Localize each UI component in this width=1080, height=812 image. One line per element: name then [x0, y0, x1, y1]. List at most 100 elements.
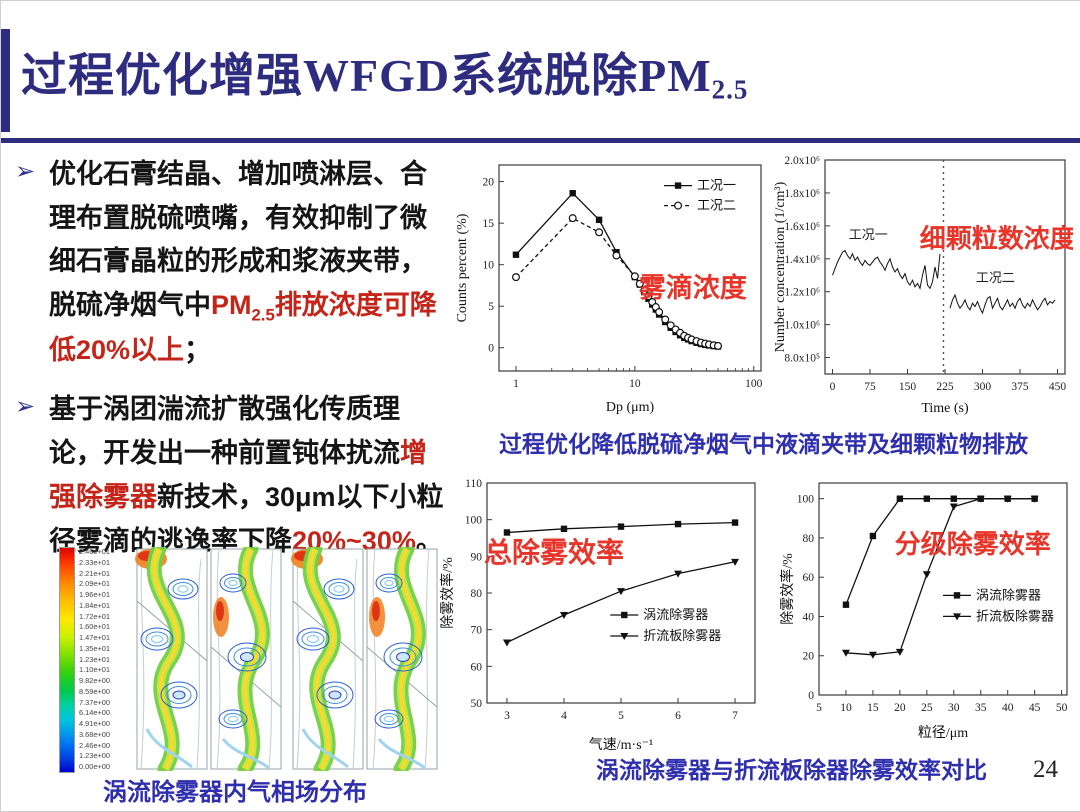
colorbar-tick-label: 7.37e+00 — [79, 697, 111, 707]
svg-text:Dp (μm): Dp (μm) — [606, 400, 655, 415]
svg-text:6: 6 — [675, 710, 681, 722]
svg-text:300: 300 — [974, 381, 992, 393]
cfd-flow-field-block: 2.46e+01 2.33e+01 2.21e+01 2.09e+01 1.96e+01… — [59, 547, 441, 773]
svg-text:除雾效率/%: 除雾效率/% — [439, 557, 456, 629]
svg-text:0: 0 — [830, 381, 836, 393]
svg-text:0: 0 — [488, 343, 494, 355]
title-accent-bar — [1, 29, 10, 132]
svg-text:110: 110 — [465, 478, 482, 490]
svg-text:20: 20 — [803, 651, 815, 663]
colorbar-tick-label: 1.10e+01 — [79, 665, 111, 675]
svg-text:5: 5 — [816, 702, 822, 714]
svg-text:100: 100 — [797, 494, 815, 506]
svg-text:40: 40 — [803, 611, 815, 623]
svg-text:7: 7 — [732, 710, 738, 722]
colorbar-tick-label: 0.00e+00 — [79, 762, 111, 771]
svg-text:75: 75 — [864, 381, 876, 393]
svg-text:15: 15 — [483, 218, 495, 230]
colorbar-tick-label: 6.14e+00 — [79, 708, 111, 718]
svg-text:折流板除雾器: 折流板除雾器 — [976, 608, 1054, 623]
svg-text:工况二: 工况二 — [976, 270, 1015, 285]
svg-text:细颗粒数浓度: 细颗粒数浓度 — [920, 224, 1073, 254]
colorbar-tick-label: 4.91e+00 — [79, 719, 111, 728]
svg-text:1.8x10⁶: 1.8x10⁶ — [784, 188, 820, 200]
colorbar-tick-label: 2.21e+01 — [79, 568, 111, 578]
caption-bottom-charts: 涡流除雾器与折流板除器除雾效率对比 — [596, 757, 987, 783]
colorbar-tick-label: 1.72e+01 — [79, 611, 111, 621]
svg-text:折流板除雾器: 折流板除雾器 — [643, 628, 721, 643]
svg-text:100: 100 — [745, 378, 763, 390]
svg-text:100: 100 — [465, 515, 483, 527]
svg-text:涡流除雾器: 涡流除雾器 — [976, 587, 1041, 602]
svg-text:总除雾效率: 总除雾效率 — [484, 536, 624, 568]
svg-text:雾滴浓度: 雾滴浓度 — [639, 272, 747, 303]
svg-text:80: 80 — [471, 588, 483, 600]
svg-text:1.4x10⁶: 1.4x10⁶ — [784, 254, 820, 266]
colorbar-tick-label: 2.33e+01 — [79, 557, 111, 567]
colorbar-tick-label: 1.47e+01 — [79, 633, 111, 642]
svg-text:60: 60 — [803, 572, 815, 584]
svg-text:375: 375 — [1011, 381, 1029, 393]
arrow-bullet-icon: ➢ — [15, 158, 36, 185]
bullet-item: ➢ 基于涡团湍流扩散强化传质理论，开发出一种前置钝体扰流增强除雾器新技术，30μm… — [15, 388, 451, 563]
chart-total-demisting-efficiency: 3 4 5 6 7 50 60 70 80 90 100 110 气速/m·s⁻¹ 除雾效率/% 涡流除雾器… — [439, 478, 756, 753]
svg-text:25: 25 — [921, 702, 933, 714]
svg-text:450: 450 — [1049, 381, 1067, 393]
svg-text:20: 20 — [483, 177, 495, 189]
svg-text:3: 3 — [504, 710, 510, 722]
svg-text:150: 150 — [899, 381, 917, 393]
colorbar-tick-label: 9.82e+00 — [79, 676, 111, 685]
bullet-text: 优化石膏结晶、增加喷淋层、合理布置脱硫喷嘴，有效抑制了微细石膏晶粒的形成和浆液夹… — [49, 159, 437, 365]
chart-droplet-size-distribution: 1 10 100 0 5 10 15 20 Dp (μm) Counts percent (%) 工… — [455, 164, 763, 415]
svg-text:Time (s): Time (s) — [921, 401, 969, 416]
page-number: 24 — [1033, 756, 1058, 783]
svg-text:2.0x10⁶: 2.0x10⁶ — [784, 155, 820, 167]
colorbar-tick-label: 8.59e+00 — [79, 686, 111, 696]
svg-text:1.2x10⁶: 1.2x10⁶ — [784, 287, 820, 299]
svg-text:10: 10 — [840, 702, 852, 714]
caption-top-charts: 过程优化降低脱硫净烟气中液滴夹带及细颗粒物排放 — [499, 431, 1028, 457]
colorbar-tick-label: 3.68e+00 — [79, 729, 111, 739]
svg-text:30: 30 — [948, 702, 960, 714]
svg-text:90: 90 — [471, 551, 483, 563]
svg-text:5: 5 — [618, 710, 624, 722]
svg-text:15: 15 — [867, 702, 879, 714]
page-title: 过程优化增强WFGD系统脱除PM2.5 — [21, 39, 1021, 106]
arrow-bullet-icon: ➢ — [15, 393, 36, 421]
svg-text:50: 50 — [1056, 702, 1068, 714]
svg-text:4: 4 — [561, 710, 567, 722]
colorbar-tick-label: 2.46e+00 — [79, 740, 111, 750]
colorbar-tick-label: 1.35e+01 — [79, 643, 111, 653]
svg-text:45: 45 — [1029, 702, 1041, 714]
colorbar-labels: 2.46e+01 2.33e+01 2.21e+01 2.09e+01 1.96e+01… — [79, 547, 129, 771]
svg-text:工况一: 工况一 — [849, 227, 888, 242]
colorbar-tick-label: 1.23e+01 — [79, 654, 111, 664]
svg-text:0: 0 — [808, 690, 814, 702]
bullet-list: ➢ 优化石膏结晶、增加喷淋层、合理布置脱硫喷嘴，有效抑制了微细石膏晶粒的形成和浆液… — [15, 153, 451, 579]
svg-text:225: 225 — [936, 381, 954, 393]
colorbar-tick-label: 2.09e+01 — [79, 579, 111, 589]
page-title-subscript: 2.5 — [711, 74, 749, 105]
svg-text:70: 70 — [471, 625, 483, 637]
colorbar-tick-label: 1.84e+01 — [79, 600, 111, 610]
colorbar-tick-label: 2.46e+01 — [79, 547, 111, 556]
svg-text:10: 10 — [629, 378, 641, 390]
colorbar-tick-label: 1.23e+00 — [79, 751, 111, 761]
svg-text:1.0x10⁶: 1.0x10⁶ — [784, 320, 820, 332]
svg-text:除雾效率/%: 除雾效率/% — [779, 553, 796, 625]
cfd-colorbar — [59, 547, 75, 773]
svg-text:分级除雾效率: 分级除雾效率 — [895, 529, 1051, 559]
page-title-main: 过程优化增强WFGD系统脱除PM — [21, 50, 712, 101]
bullet-text: 基于涡团湍流扩散强化传质理论，开发出一种前置钝体扰流增强除雾器新技术，30μm以… — [49, 394, 444, 556]
svg-text:60: 60 — [471, 661, 483, 673]
svg-text:涡流除雾器: 涡流除雾器 — [643, 607, 708, 622]
colorbar-tick-label: 1.60e+01 — [79, 622, 111, 632]
cfd-flow-field-image — [135, 547, 441, 771]
svg-text:粒径/μm: 粒径/μm — [918, 725, 968, 741]
chart-fine-particle-number-concentration: 0 75 150 225 300 375 450 8.0x10⁵ 1.0x10⁶ 1.2x10⁶ 1… — [773, 155, 1076, 416]
svg-text:1: 1 — [513, 378, 519, 390]
svg-text:20: 20 — [894, 702, 906, 714]
colorbar-tick-label: 1.96e+01 — [79, 590, 111, 599]
svg-text:Counts percent (%): Counts percent (%) — [455, 213, 470, 322]
